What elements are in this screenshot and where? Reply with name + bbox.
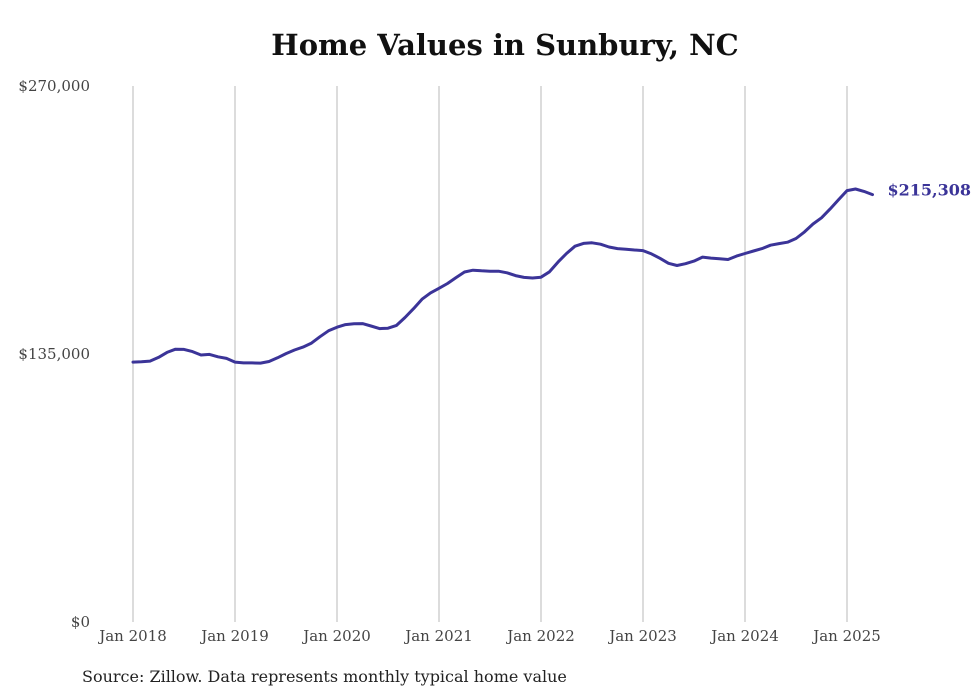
source-note: Source: Zillow. Data represents monthly … <box>82 667 567 686</box>
line-chart: $0$135,000$270,000 Jan 2018 Jan 2019 Jan 2… <box>18 77 972 645</box>
series-layer <box>131 187 874 365</box>
end-label-layer: $215,308 <box>888 181 972 200</box>
grid-lines <box>132 86 848 622</box>
x-tick-label: Jan 2021 <box>403 627 473 645</box>
x-tick-label: Jan 2020 <box>301 627 371 645</box>
end-value-label: $215,308 <box>888 181 972 200</box>
x-tick-label: Jan 2023 <box>607 627 677 645</box>
x-tick-label: Jan 2022 <box>505 627 575 645</box>
x-axis-ticks: Jan 2018 Jan 2019 Jan 2020 Jan 2021 Jan 2022… <box>97 627 881 645</box>
y-tick-label: $135,000 <box>18 345 90 363</box>
x-tick-label: Jan 2018 <box>97 627 167 645</box>
series-line <box>131 187 874 365</box>
y-tick-label: $0 <box>71 613 90 631</box>
y-tick-label: $270,000 <box>18 77 90 95</box>
x-tick-label: Jan 2024 <box>709 627 779 645</box>
chart-title: Home Values in Sunbury, NC <box>271 28 739 62</box>
x-tick-label: Jan 2025 <box>811 627 881 645</box>
y-axis-ticks: $0 $135,000 $270,000 <box>18 77 90 631</box>
x-tick-label: Jan 2019 <box>199 627 269 645</box>
